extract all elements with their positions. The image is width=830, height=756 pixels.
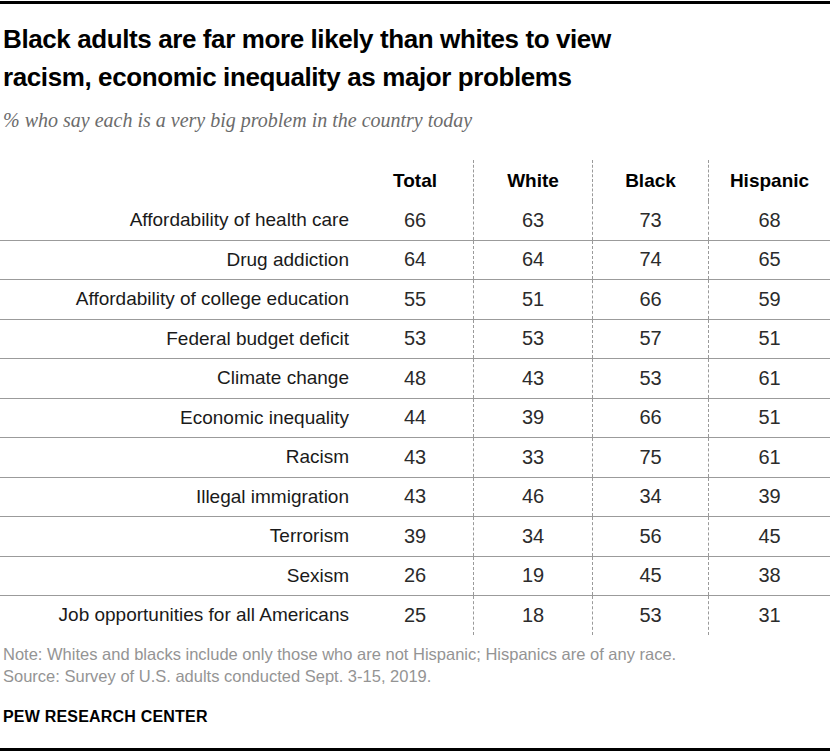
cell-value-total: 43 (357, 478, 473, 517)
cell-value-total: 25 (357, 596, 473, 635)
cell-value-total: 55 (357, 280, 473, 319)
table-body: Affordability of health care 66 63 73 68… (0, 201, 830, 635)
chart-subtitle: % who say each is a very big problem in … (3, 109, 827, 132)
table-row: Affordability of health care 66 63 73 68 (0, 201, 830, 241)
row-label: Drug addiction (0, 241, 357, 280)
column-header-hispanic: Hispanic (708, 160, 830, 201)
row-label: Climate change (0, 359, 357, 398)
row-label: Terrorism (0, 517, 357, 556)
cell-value-hispanic: 61 (708, 438, 830, 477)
cell-value-black: 45 (592, 557, 708, 596)
cell-value-black: 66 (592, 399, 708, 438)
cell-value-black: 75 (592, 438, 708, 477)
table-row: Sexism 26 19 45 38 (0, 557, 830, 597)
cell-value-white: 63 (473, 201, 592, 240)
table-row: Affordability of college education 55 51… (0, 280, 830, 320)
source-text: Source: Survey of U.S. adults conducted … (3, 665, 827, 687)
table-row: Racism 43 33 75 61 (0, 438, 830, 478)
row-label: Affordability of college education (0, 280, 357, 319)
cell-value-black: 34 (592, 478, 708, 517)
row-label: Job opportunities for all Americans (0, 596, 357, 635)
table-header-row: Total White Black Hispanic (0, 160, 830, 201)
cell-value-black: 73 (592, 201, 708, 240)
table-row: Terrorism 39 34 56 45 (0, 517, 830, 557)
cell-value-total: 26 (357, 557, 473, 596)
cell-value-white: 39 (473, 399, 592, 438)
column-header-total: Total (357, 160, 473, 201)
row-label: Sexism (0, 557, 357, 596)
row-label: Racism (0, 438, 357, 477)
column-header-white: White (473, 160, 592, 201)
cell-value-total: 64 (357, 241, 473, 280)
cell-value-hispanic: 39 (708, 478, 830, 517)
cell-value-hispanic: 51 (708, 399, 830, 438)
cell-value-hispanic: 45 (708, 517, 830, 556)
cell-value-hispanic: 31 (708, 596, 830, 635)
table-row: Federal budget deficit 53 53 57 51 (0, 320, 830, 360)
cell-value-total: 44 (357, 399, 473, 438)
cell-value-white: 46 (473, 478, 592, 517)
cell-value-hispanic: 59 (708, 280, 830, 319)
cell-value-hispanic: 65 (708, 241, 830, 280)
cell-value-white: 18 (473, 596, 592, 635)
chart-title-line-2: racism, economic inequality as major pro… (3, 58, 826, 96)
cell-value-white: 19 (473, 557, 592, 596)
table-row: Climate change 48 43 53 61 (0, 359, 830, 399)
cell-value-black: 53 (592, 359, 708, 398)
cell-value-hispanic: 38 (708, 557, 830, 596)
cell-value-total: 48 (357, 359, 473, 398)
cell-value-white: 33 (473, 438, 592, 477)
header-spacer (0, 160, 357, 201)
row-label: Affordability of health care (0, 201, 357, 240)
cell-value-black: 66 (592, 280, 708, 319)
data-table: Total White Black Hispanic Affordability… (0, 160, 830, 635)
chart-title: Black adults are far more likely than wh… (3, 20, 826, 96)
cell-value-white: 64 (473, 241, 592, 280)
pew-research-center-wordmark: PEW RESEARCH CENTER (3, 708, 827, 726)
top-divider (0, 1, 830, 4)
row-label: Illegal immigration (0, 478, 357, 517)
cell-value-white: 34 (473, 517, 592, 556)
cell-value-black: 74 (592, 241, 708, 280)
cell-value-black: 53 (592, 596, 708, 635)
cell-value-white: 53 (473, 320, 592, 359)
cell-value-total: 66 (357, 201, 473, 240)
cell-value-black: 57 (592, 320, 708, 359)
cell-value-total: 53 (357, 320, 473, 359)
cell-value-total: 43 (357, 438, 473, 477)
note-text: Note: Whites and blacks include only tho… (3, 643, 827, 665)
cell-value-total: 39 (357, 517, 473, 556)
cell-value-hispanic: 51 (708, 320, 830, 359)
cell-value-hispanic: 61 (708, 359, 830, 398)
table-row: Economic inequality 44 39 66 51 (0, 399, 830, 439)
table-row: Drug addiction 64 64 74 65 (0, 241, 830, 281)
table-row: Job opportunities for all Americans 25 1… (0, 596, 830, 635)
column-header-black: Black (592, 160, 708, 201)
table-row: Illegal immigration 43 46 34 39 (0, 478, 830, 518)
cell-value-black: 56 (592, 517, 708, 556)
cell-value-white: 43 (473, 359, 592, 398)
cell-value-white: 51 (473, 280, 592, 319)
row-label: Federal budget deficit (0, 320, 357, 359)
chart-title-line-1: Black adults are far more likely than wh… (3, 20, 826, 58)
cell-value-hispanic: 68 (708, 201, 830, 240)
row-label: Economic inequality (0, 399, 357, 438)
bottom-divider (0, 748, 830, 751)
